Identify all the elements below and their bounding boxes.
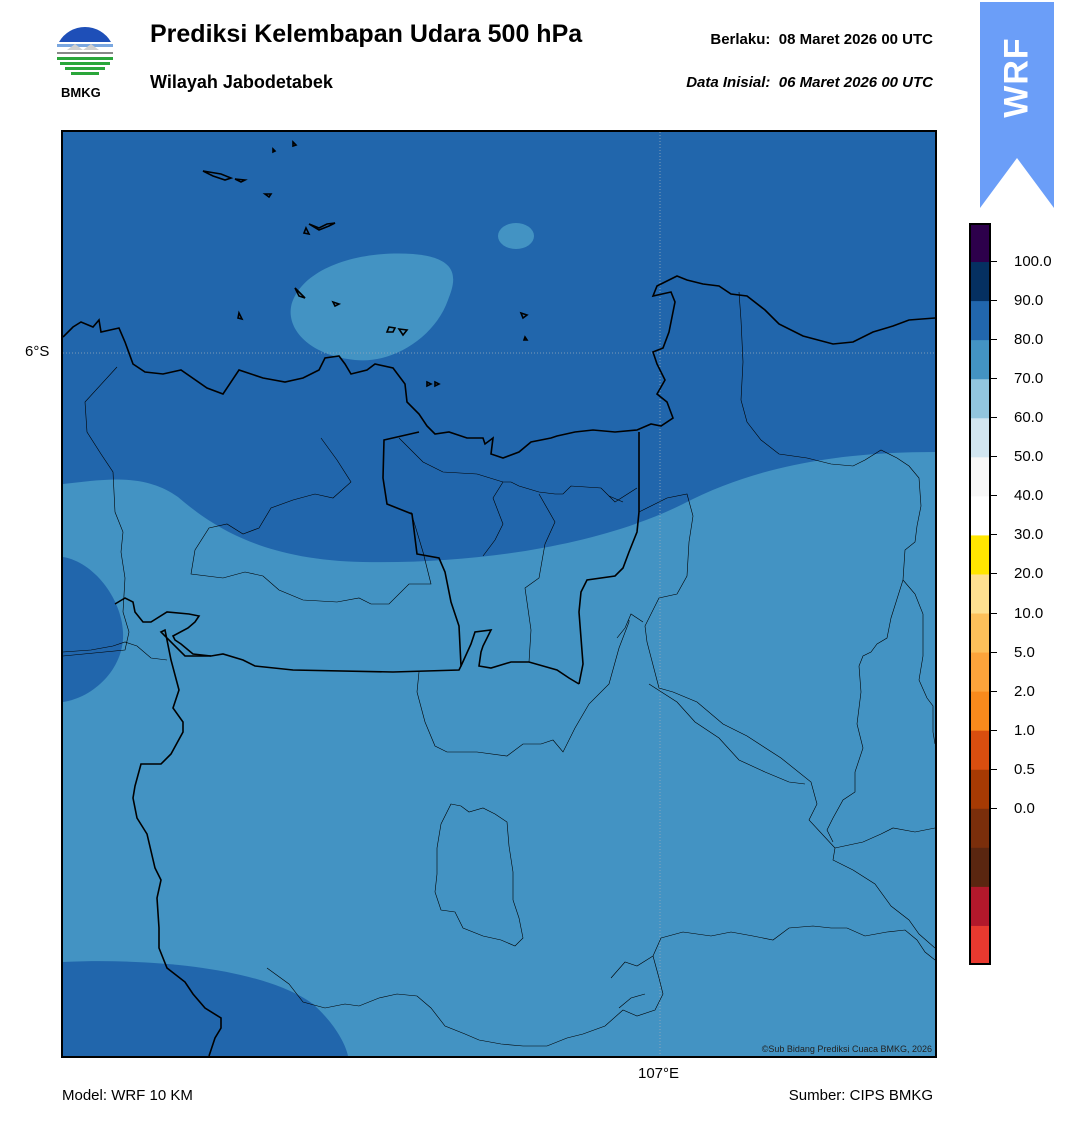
colorbar-tick [991,768,997,770]
colorbar-tick-label: 50.0 [1014,448,1044,466]
model-info: Model: WRF 10 KM [62,1087,193,1104]
map-title: Prediksi Kelembapan Udara 500 hPa [150,20,583,48]
colorbar-tick [991,573,997,575]
colorbar-tick-label: 20.0 [1014,565,1044,583]
colorbar-tick [991,261,997,263]
colorbar-tick [991,534,997,536]
region-subtitle: Wilayah Jabodetabek [150,72,333,92]
colorbar-tick-label: 90.0 [1014,292,1044,310]
map-credit: ©Sub Bidang Prediksi Cuaca BMKG, 2026 [761,1044,932,1054]
colorbar-tick [991,651,997,653]
bmkg-logo-icon [53,20,117,86]
colorbar-swatch [969,925,991,966]
logo-text: BMKG [61,85,101,100]
band-70-80-small [498,223,534,249]
colorbar-tick-label: 30.0 [1014,526,1044,544]
colorbar-tick-label: 0.0 [1014,799,1035,817]
colorbar-tick [991,612,997,614]
regency-boundaries [63,291,935,1047]
colorbar-swatch [969,496,991,536]
colorbar [969,223,991,966]
wrf-banner-label: WRF [997,36,1036,118]
init-label: Data Inisial: [686,74,771,91]
colorbar-swatch [969,574,991,615]
valid-value: 08 Maret 2026 00 UTC [778,31,933,48]
wrf-banner [980,2,1054,208]
colorbar-swatch [969,652,991,693]
colorbar-tick [991,456,997,458]
colorbar-swatch [969,262,991,302]
colorbar-swatch [969,730,991,771]
humidity-map [61,130,937,1058]
colorbar-swatch [969,457,991,497]
colorbar-svg [969,223,991,966]
valid-label: Berlaku: [710,31,771,48]
colorbar-tick [991,729,997,731]
colorbar-tick-label: 60.0 [1014,409,1044,427]
colorbar-tick [991,495,997,497]
longitude-label: 107°E [638,1065,680,1082]
latitude-label: 6°S [25,343,50,360]
colorbar-swatch [969,886,991,927]
colorbar-swatch [969,379,991,419]
colorbar-tick [991,690,997,692]
colorbar-tick [991,339,997,341]
province-boundaries [114,431,640,1056]
colorbar-tick-label: 5.0 [1014,643,1035,661]
colorbar-swatch [969,535,991,575]
init-value: 06 Maret 2026 00 UTC [778,74,933,91]
colorbar-tick-label: 10.0 [1014,604,1044,622]
colorbar-tick-label: 80.0 [1014,331,1044,349]
colorbar-tick [991,807,997,809]
islands [202,140,529,388]
valid-time: Berlaku: 08 Maret 2026 00 UTC [710,31,933,48]
colorbar-tick [991,378,997,380]
colorbar-swatch [969,847,991,888]
colorbar-swatch [969,418,991,458]
colorbar-swatch [969,340,991,380]
band-80-90-west [63,557,124,702]
colorbar-tick-label: 0.5 [1014,760,1035,778]
colorbar-tick-label: 70.0 [1014,370,1044,388]
map-canvas [63,132,935,1056]
colorbar-tick [991,417,997,419]
colorbar-swatch [969,613,991,654]
colorbar-swatch [969,769,991,810]
coastline [63,275,935,459]
colorbar-swatch [969,808,991,849]
init-time: Data Inisial: 06 Maret 2026 00 UTC [686,74,933,91]
data-source: Sumber: CIPS BMKG [788,1087,933,1104]
colorbar-tick-label: 40.0 [1014,487,1044,505]
colorbar-tick-label: 2.0 [1014,682,1035,700]
colorbar-swatch [969,223,991,263]
band-80-90-north [63,132,935,563]
band-70-80-north [290,253,454,361]
colorbar-swatch [969,301,991,341]
colorbar-tick [991,300,997,302]
colorbar-swatch [969,691,991,732]
colorbar-tick-label: 100.0 [1014,253,1052,271]
colorbar-tick-label: 1.0 [1014,721,1035,739]
